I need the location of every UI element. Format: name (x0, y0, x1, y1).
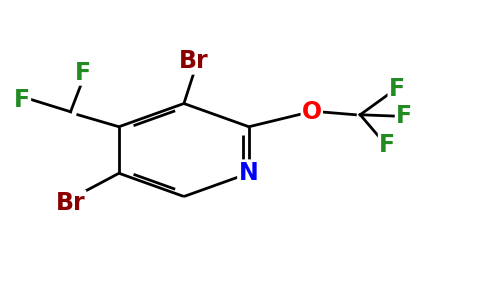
Text: F: F (379, 133, 395, 157)
Text: F: F (396, 104, 412, 128)
Text: N: N (239, 161, 259, 185)
Text: F: F (14, 88, 30, 112)
Text: Br: Br (179, 50, 209, 74)
Text: O: O (302, 100, 322, 124)
Text: F: F (389, 77, 405, 101)
Text: Br: Br (56, 191, 85, 215)
Text: F: F (75, 61, 91, 85)
